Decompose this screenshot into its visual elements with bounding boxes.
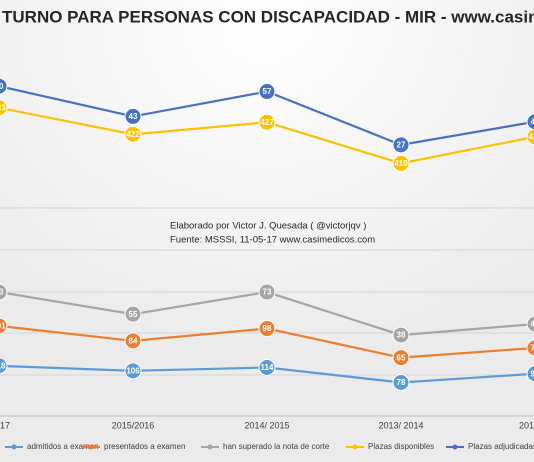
data-label: 427 [260, 118, 274, 127]
legend-label: admitidos a examen [27, 442, 99, 451]
data-point [258, 359, 276, 376]
data-point [392, 154, 410, 172]
data-label: 114 [261, 363, 274, 372]
data-label: 55 [129, 310, 138, 319]
legend-marker [11, 444, 17, 450]
x-tick-label: 2015/2016 [112, 420, 155, 430]
legend-label: han superado la nota de corte [223, 442, 330, 451]
data-label: 84 [129, 336, 138, 345]
series: 60 43 57 27 40 [0, 77, 534, 154]
data-point [0, 317, 8, 335]
data-label: 47 [531, 320, 534, 329]
data-point [258, 283, 276, 301]
data-point [258, 113, 276, 131]
data-point [0, 77, 8, 95]
data-point [526, 365, 534, 383]
chart-title: TURNO PARA PERSONAS CON DISCAPACIDAD - M… [2, 7, 534, 26]
data-point [124, 125, 142, 143]
series: 433 422 427 410 421 [0, 99, 534, 172]
legend-marker [452, 444, 458, 450]
legend-marker [352, 444, 358, 450]
data-label: 73 [263, 288, 272, 297]
data-label: 57 [263, 87, 272, 96]
data-point [124, 107, 142, 125]
data-label: 433 [0, 103, 6, 112]
annotation: Fuente: MSSSI, 11-05-17 www.casimedicos.… [170, 235, 375, 246]
series: 118 106 114 78 99 [0, 357, 534, 391]
data-point [526, 315, 534, 333]
x-tick-label: 17 [0, 420, 10, 430]
data-label: 40 [531, 117, 534, 126]
data-point [124, 332, 142, 350]
legend-label: Plazas disponibles [368, 442, 434, 451]
x-tick-label: 201 [519, 420, 534, 430]
data-label: 101 [0, 321, 6, 330]
data-label: 60 [0, 82, 4, 91]
data-label: 65 [397, 353, 406, 362]
legend-label: Plazas adjudicadas [468, 442, 534, 451]
data-label: 118 [0, 361, 6, 370]
data-point [0, 357, 8, 375]
data-label: 410 [394, 159, 408, 168]
legend-label: presentados a examen [104, 442, 185, 451]
data-point [0, 283, 8, 301]
data-label: 78 [397, 378, 406, 387]
data-label: 38 [397, 331, 406, 340]
data-point [258, 320, 276, 338]
legend-marker [207, 444, 213, 450]
data-label: 421 [528, 132, 534, 141]
data-point [0, 99, 8, 117]
data-label: 98 [263, 324, 272, 333]
x-tick-label: 2013/ 2014 [378, 420, 423, 430]
data-point [526, 113, 534, 131]
data-label: 27 [397, 140, 406, 149]
data-label: 43 [129, 112, 138, 121]
data-label: 422 [126, 130, 140, 139]
x-tick-label: 2014/ 2015 [244, 420, 289, 430]
data-point [392, 136, 410, 154]
data-label: 73 [0, 288, 4, 297]
data-point [526, 339, 534, 357]
data-point [124, 305, 142, 323]
data-point [124, 362, 142, 380]
data-point [526, 128, 534, 146]
data-point [392, 349, 410, 367]
legend-marker [88, 444, 94, 450]
data-point [258, 83, 276, 101]
data-label: 76 [531, 344, 534, 353]
data-label: 106 [126, 366, 140, 375]
data-label: 99 [531, 369, 534, 378]
annotation: Elaborado por Victor J. Quesada ( @victo… [170, 221, 366, 232]
series: 73 55 73 38 47 [0, 283, 534, 344]
data-point [392, 326, 410, 344]
series: 101 84 98 65 76 [0, 317, 534, 367]
data-point [392, 374, 410, 391]
